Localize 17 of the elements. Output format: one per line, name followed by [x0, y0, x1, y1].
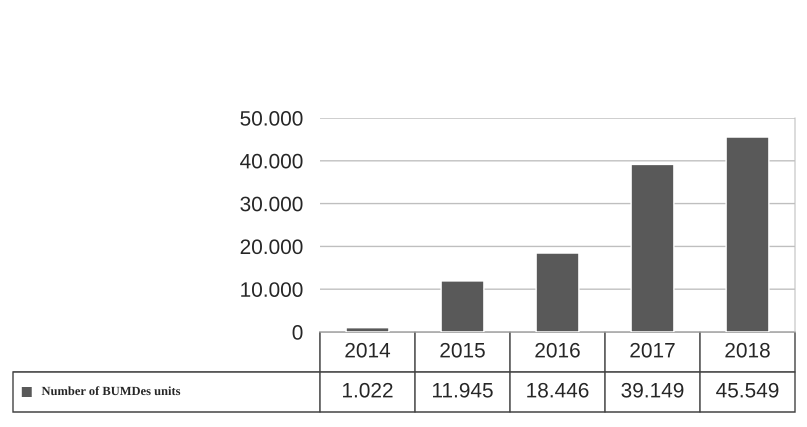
data-label: 1.022: [343, 382, 393, 398]
y-tick-label: 0: [292, 325, 303, 340]
x-tick-label: 2018: [725, 342, 770, 358]
x-tick-label: 2014: [345, 342, 390, 358]
data-label: 11.945: [433, 382, 493, 398]
y-tick-label: 40.000: [240, 154, 303, 169]
y-tick-label: 30.000: [240, 196, 303, 212]
y-tick-label: 10.000: [241, 282, 303, 297]
data-label: 18.446: [527, 382, 588, 398]
data-label: 39.149: [621, 382, 684, 398]
legend-label: Number of BUMDes units: [42, 386, 180, 396]
x-tick-label: 2015: [440, 342, 485, 358]
y-tick-label: 20.000: [240, 239, 303, 254]
x-tick-label: 2016: [535, 342, 580, 358]
data-label: 45.549: [716, 382, 778, 398]
x-tick-label: 2017: [630, 342, 675, 358]
y-tick-label: 50.000: [240, 111, 303, 126]
